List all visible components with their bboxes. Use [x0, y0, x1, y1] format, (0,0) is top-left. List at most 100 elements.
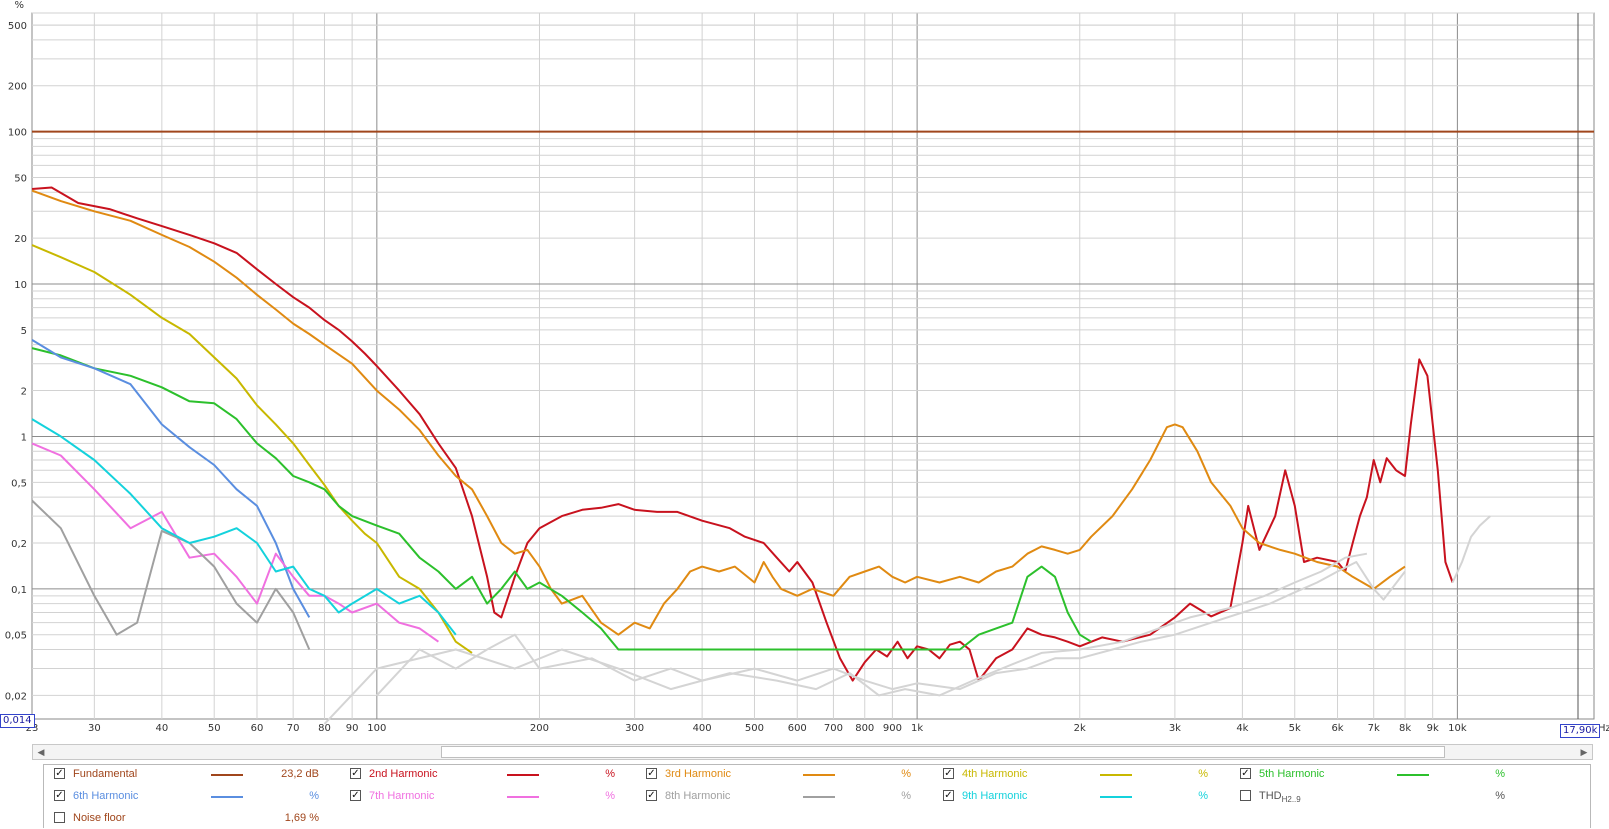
- y-tick-label: 500: [8, 21, 27, 32]
- scroll-left-arrow-icon[interactable]: ◀: [37, 747, 45, 757]
- legend-value: %: [605, 790, 615, 802]
- legend-color-swatch[interactable]: [1397, 774, 1429, 776]
- scroll-thumb[interactable]: [441, 746, 1445, 758]
- y-tick-label: 0,05: [5, 631, 27, 642]
- legend-label: Noise floor: [73, 812, 126, 824]
- legend-color-swatch[interactable]: [507, 774, 539, 776]
- legend-value: %: [1495, 768, 1505, 780]
- legend-value: 1,69 %: [284, 812, 319, 824]
- x-tick-label: 500: [745, 723, 764, 734]
- legend-label: Fundamental: [73, 768, 138, 780]
- legend-label: 3rd Harmonic: [665, 768, 732, 780]
- distortion-chart: 23 30 40 50 60 70 80 90 100 200 300 400 500 600 700 800…: [5, 0, 1609, 734]
- legend-checkbox[interactable]: ✓: [943, 790, 954, 801]
- legend-color-swatch[interactable]: [803, 796, 835, 798]
- series-line-7: [31, 442, 439, 643]
- x-tick-label: 1k: [911, 723, 923, 734]
- x-tick-label: 4k: [1236, 723, 1248, 734]
- y-tick-label: 0,02: [5, 691, 27, 702]
- legend-label: THDH2..9: [1259, 790, 1301, 805]
- legend-label: 2nd Harmonic: [369, 768, 438, 780]
- legend-value: 23,2 dB: [281, 768, 319, 780]
- x-max-readout[interactable]: 17,90k: [1560, 724, 1601, 738]
- legend-checkbox[interactable]: ✓: [1240, 768, 1251, 779]
- legend-panel: ✓ Fundamental 23,2 dB ✓ 2nd Harmonic% ✓ 3rd Ha…: [43, 764, 1591, 828]
- x-tick-label: 100: [367, 723, 386, 734]
- x-tick-label: 3k: [1169, 723, 1181, 734]
- x-tick-label: 90: [346, 723, 359, 734]
- legend-value: %: [605, 768, 615, 780]
- x-tick-label: 700: [824, 723, 843, 734]
- x-tick-label: 70: [287, 723, 300, 734]
- x-tick-label: 10k: [1448, 723, 1467, 734]
- legend-value: %: [309, 790, 319, 802]
- x-tick-label: 23: [26, 723, 39, 734]
- legend-item: ✓ 5th Harmonic%: [1240, 765, 1530, 785]
- legend-item: THDH2..9%: [1240, 787, 1530, 807]
- legend-checkbox[interactable]: [54, 812, 65, 823]
- legend-label-subscript: H2..9: [1281, 795, 1301, 805]
- x-tick-label: 60: [251, 723, 264, 734]
- legend-item: ✓ Fundamental 23,2 dB: [54, 765, 344, 785]
- legend-color-swatch[interactable]: [1100, 774, 1132, 776]
- x-tick-label: 200: [530, 723, 549, 734]
- y-tick-label: 0,2: [11, 539, 27, 550]
- horizontal-scrollbar[interactable]: ◀ ▶: [32, 744, 1593, 760]
- legend-item: ✓ 4th Harmonic%: [943, 765, 1233, 785]
- x-tick-label: 2k: [1074, 723, 1086, 734]
- legend-value: %: [1198, 790, 1208, 802]
- series-line-12: [1451, 515, 1491, 583]
- legend-color-swatch[interactable]: [1100, 796, 1132, 798]
- x-tick-label: 300: [625, 723, 644, 734]
- legend-checkbox[interactable]: [1240, 790, 1251, 801]
- legend-checkbox[interactable]: ✓: [54, 768, 65, 779]
- legend-label: 8th Harmonic: [665, 790, 731, 802]
- x-tick-label: 9k: [1427, 723, 1439, 734]
- legend-item: ✓ 2nd Harmonic%: [350, 765, 640, 785]
- x-tick-label: 30: [88, 723, 101, 734]
- legend-item: ✓ 7th Harmonic%: [350, 787, 640, 807]
- series-line-4: [31, 244, 473, 654]
- x-tick-label: 600: [788, 723, 807, 734]
- legend-item: ✓ 9th Harmonic%: [943, 787, 1233, 807]
- legend-value: %: [901, 768, 911, 780]
- series-line-6: [31, 339, 311, 618]
- legend-checkbox[interactable]: ✓: [350, 768, 361, 779]
- y-tick-label: 100: [8, 128, 27, 139]
- x-tick-label: 80: [318, 723, 331, 734]
- y-min-readout[interactable]: 0,014: [0, 714, 35, 728]
- x-tick-label: 7k: [1368, 723, 1380, 734]
- legend-label: 9th Harmonic: [962, 790, 1028, 802]
- legend-checkbox[interactable]: ✓: [646, 790, 657, 801]
- legend-label: 6th Harmonic: [73, 790, 139, 802]
- legend-label: 4th Harmonic: [962, 768, 1028, 780]
- x-tick-label: 800: [855, 723, 874, 734]
- y-tick-label: 10: [14, 280, 27, 291]
- legend-value: %: [901, 790, 911, 802]
- legend-color-swatch[interactable]: [803, 774, 835, 776]
- legend-checkbox[interactable]: ✓: [54, 790, 65, 801]
- x-tick-label: 900: [883, 723, 902, 734]
- series-line-11: [323, 552, 1368, 725]
- y-tick-label: 2: [21, 387, 27, 398]
- series-line-5: [31, 347, 1092, 651]
- legend-item: ✓ 8th Harmonic%: [646, 787, 936, 807]
- y-tick-label: 1: [21, 432, 27, 443]
- legend-checkbox[interactable]: ✓: [350, 790, 361, 801]
- legend-checkbox[interactable]: ✓: [646, 768, 657, 779]
- x-tick-label: 5k: [1289, 723, 1301, 734]
- x-tick-label: 50: [208, 723, 221, 734]
- y-tick-label: 50: [14, 173, 27, 184]
- legend-checkbox[interactable]: ✓: [943, 768, 954, 779]
- series-line-10: [376, 561, 1406, 697]
- legend-value: %: [1495, 790, 1505, 802]
- x-tick-label: 40: [155, 723, 168, 734]
- legend-value: %: [1198, 768, 1208, 780]
- legend-color-swatch[interactable]: [211, 774, 243, 776]
- scroll-right-arrow-icon[interactable]: ▶: [1580, 747, 1588, 757]
- plot-area: [31, 12, 1595, 720]
- legend-color-swatch[interactable]: [507, 796, 539, 798]
- legend-color-swatch[interactable]: [211, 796, 243, 798]
- x-axis-unit: Hz: [1598, 723, 1609, 734]
- y-axis-unit: %: [14, 0, 24, 11]
